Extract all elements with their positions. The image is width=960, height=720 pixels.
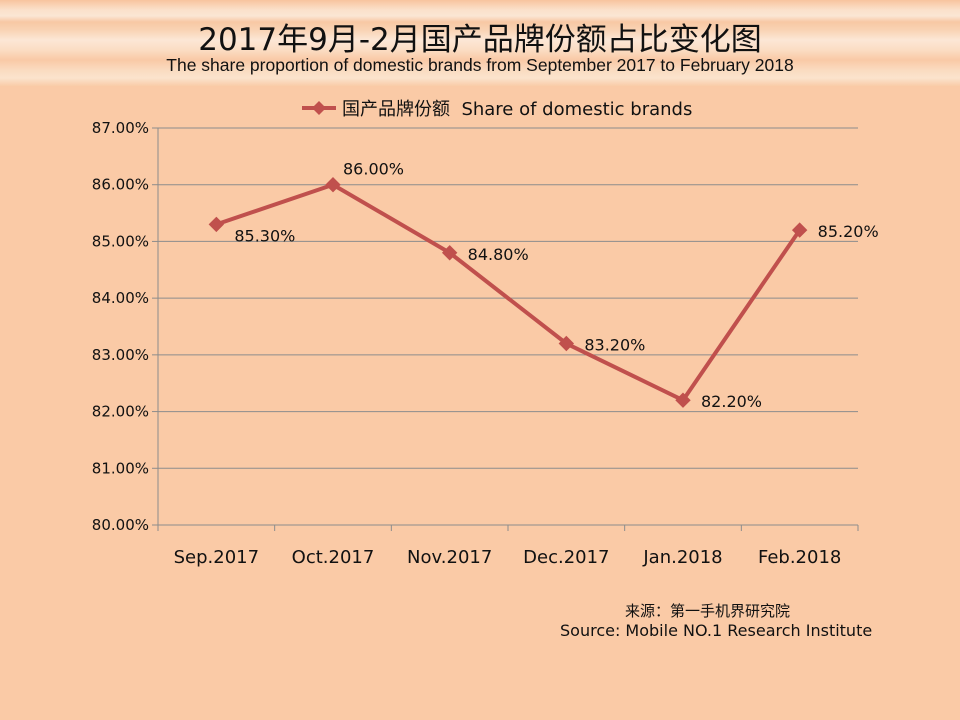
x-tick-label: Feb.2018 [758, 547, 841, 568]
title-band [0, 0, 960, 86]
data-point [675, 392, 691, 408]
x-tick-label: Jan.2018 [642, 547, 722, 568]
legend: 国产品牌份额 Share of domestic brands [302, 99, 692, 120]
y-tick-label: 83.00% [92, 346, 149, 364]
data-label: 85.20% [818, 222, 879, 241]
y-tick-label: 85.00% [92, 232, 149, 250]
y-tick-label: 86.00% [92, 176, 149, 194]
data-label: 86.00% [343, 160, 404, 179]
x-tick-label: Sep.2017 [174, 547, 259, 568]
data-point [791, 222, 808, 238]
axes [152, 127, 859, 531]
y-tick-label: 81.00% [92, 459, 149, 477]
y-tick-label: 87.00% [92, 119, 149, 137]
y-tick-labels: 80.00% 81.00% 82.00% 83.00% 84.00% 85.00% 86.0… [92, 119, 149, 534]
x-tick-label: Nov.2017 [407, 547, 492, 568]
data-label: 84.80% [468, 245, 529, 264]
legend-marker [312, 101, 326, 115]
data-point [441, 245, 458, 261]
legend-label: 国产品牌份额 Share of domestic brands [342, 99, 692, 120]
y-tick-label: 80.00% [92, 516, 149, 534]
y-tick-label: 84.00% [92, 289, 149, 307]
data-label: 82.20% [701, 392, 762, 411]
source-chinese: 来源：第一手机界研究院 [625, 602, 791, 620]
data-point [208, 216, 225, 233]
series-layer [208, 177, 808, 408]
data-label: 85.30% [234, 226, 295, 245]
source-english: Source: Mobile NO.1 Research Institute [560, 621, 873, 640]
data-labels: 85.30% 86.00% 84.80% 83.20% 82.20% 85.20% [234, 160, 878, 412]
data-label: 83.20% [584, 336, 645, 355]
chart-subtitle: The share proportion of domestic brands … [166, 55, 794, 75]
x-tick-labels: Sep.2017 Oct.2017 Nov.2017 Dec.2017 Jan.2018… [174, 547, 842, 568]
x-tick-label: Dec.2017 [523, 547, 609, 568]
y-tick-label: 82.00% [92, 403, 149, 421]
x-tick-label: Oct.2017 [292, 547, 375, 568]
chart-title: 2017年9月-2月国产品牌份额占比变化图 [198, 22, 762, 58]
data-point [325, 177, 341, 193]
series-line [214, 182, 802, 403]
data-point [558, 335, 575, 352]
